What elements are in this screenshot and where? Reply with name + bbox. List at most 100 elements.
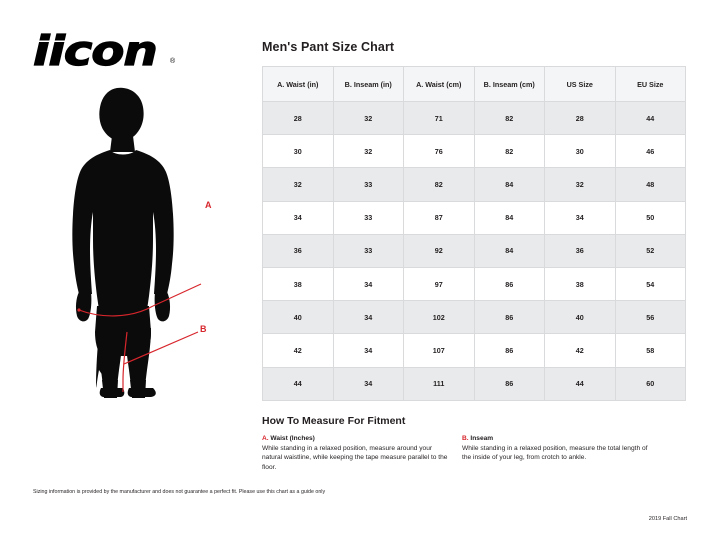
table-cell: 34 xyxy=(332,333,404,368)
waist-measure-line xyxy=(77,283,202,317)
registered-trademark-mark: ® xyxy=(170,58,176,65)
table-cell: 34 xyxy=(332,266,404,302)
table-cell: 32 xyxy=(544,167,616,202)
table-cell: 86 xyxy=(473,300,545,335)
measure-description: While standing in a relaxed position, me… xyxy=(262,444,448,471)
table-body: 28 32 71 82 28 44 30 32 76 82 30 46 32 33 82 84 32 48 34 33… xyxy=(262,100,686,401)
table-cell: 102 xyxy=(403,300,475,335)
measure-description: While standing in a relaxed position, me… xyxy=(462,444,648,462)
table-row: 38 34 97 86 38 54 xyxy=(262,266,686,302)
table-row: 36 33 92 84 36 52 xyxy=(262,233,686,268)
table-cell: 54 xyxy=(614,266,686,302)
table-header-row: A. Waist (in) B. Inseam (in) A. Waist (cm)… xyxy=(262,66,686,102)
table-cell: 42 xyxy=(544,333,616,368)
table-cell: 32 xyxy=(332,100,404,136)
column-header: B. Inseam (cm) xyxy=(473,66,545,102)
table-cell: 84 xyxy=(473,200,545,235)
inseam-measure-line xyxy=(122,331,199,392)
how-to-measure-section: How To Measure For Fitment A. Waist (Inc… xyxy=(262,415,686,473)
measure-letter: B. xyxy=(462,434,469,442)
table-cell: 50 xyxy=(614,200,686,235)
table-cell: 40 xyxy=(544,300,616,335)
measure-instruction-heading: A. Waist (Inches) xyxy=(262,435,448,442)
table-cell: 34 xyxy=(332,366,404,401)
table-row: 40 34 102 86 40 56 xyxy=(262,300,686,335)
table-cell: 92 xyxy=(403,233,475,268)
measure-instruction: B. Inseam While standing in a relaxed pos… xyxy=(462,435,662,473)
table-cell: 76 xyxy=(403,134,475,169)
column-header: US Size xyxy=(544,66,616,102)
table-cell: 48 xyxy=(614,167,686,202)
size-chart-table: A. Waist (in) B. Inseam (in) A. Waist (cm)… xyxy=(262,66,686,401)
table-row: 28 32 71 82 28 44 xyxy=(262,100,686,136)
chart-panel: Men's Pant Size Chart A. Waist (in) B. In… xyxy=(262,40,686,472)
column-header: EU Size xyxy=(614,66,686,102)
table-cell: 86 xyxy=(473,366,545,401)
table-cell: 30 xyxy=(544,134,616,169)
disclaimer-text: Sizing information is provided by the ma… xyxy=(33,489,326,495)
table-cell: 82 xyxy=(473,100,545,136)
table-cell: 30 xyxy=(262,134,334,169)
table-cell: 34 xyxy=(332,300,404,335)
measure-letter: A. xyxy=(262,434,269,442)
table-cell: 44 xyxy=(614,100,686,136)
measure-name: Waist (Inches) xyxy=(268,434,315,442)
table-cell: 38 xyxy=(262,266,334,302)
table-cell: 52 xyxy=(614,233,686,268)
male-silhouette-illustration xyxy=(72,87,202,398)
table-cell: 36 xyxy=(544,233,616,268)
brand-wordmark: iicon xyxy=(32,27,158,75)
measurement-figure: A B xyxy=(55,80,245,405)
table-cell: 33 xyxy=(332,167,404,202)
table-cell: 32 xyxy=(332,134,404,169)
table-cell: 56 xyxy=(614,300,686,335)
brand-logo: iicon ® xyxy=(32,27,178,74)
table-cell: 84 xyxy=(473,233,545,268)
figure-label-b: B xyxy=(200,324,207,334)
table-header: A. Waist (in) B. Inseam (in) A. Waist (cm)… xyxy=(262,66,686,102)
table-cell: 28 xyxy=(544,100,616,136)
table-cell: 33 xyxy=(332,233,404,268)
table-cell: 84 xyxy=(473,167,545,202)
table-cell: 36 xyxy=(262,233,334,268)
table-cell: 71 xyxy=(403,100,475,136)
table-row: 42 34 107 86 42 58 xyxy=(262,333,686,368)
table-cell: 82 xyxy=(403,167,475,202)
table-cell: 82 xyxy=(473,134,545,169)
table-cell: 40 xyxy=(262,300,334,335)
table-cell: 86 xyxy=(473,266,545,302)
table-cell: 32 xyxy=(262,167,334,202)
table-cell: 60 xyxy=(614,366,686,401)
table-row: 34 33 87 84 34 50 xyxy=(262,200,686,235)
table-row: 32 33 82 84 32 48 xyxy=(262,167,686,202)
table-cell: 87 xyxy=(403,200,475,235)
table-cell: 34 xyxy=(544,200,616,235)
table-cell: 58 xyxy=(614,333,686,368)
edition-label: 2019 Fall Chart xyxy=(648,516,687,522)
table-row: 44 34 111 86 44 60 xyxy=(262,366,686,401)
table-cell: 44 xyxy=(262,366,334,401)
table-cell: 28 xyxy=(262,100,334,136)
how-to-measure-title: How To Measure For Fitment xyxy=(262,414,406,427)
how-to-measure-columns: A. Waist (Inches) While standing in a rel… xyxy=(262,435,686,473)
table-cell: 42 xyxy=(262,333,334,368)
column-header: B. Inseam (in) xyxy=(332,66,404,102)
table-cell: 107 xyxy=(403,333,475,368)
column-header: A. Waist (in) xyxy=(262,66,334,102)
measure-instruction-heading: B. Inseam xyxy=(462,435,648,442)
table-cell: 44 xyxy=(544,366,616,401)
figure-label-a: A xyxy=(205,200,212,210)
page-title: Men's Pant Size Chart xyxy=(262,40,395,54)
table-cell: 46 xyxy=(614,134,686,169)
measure-instruction: A. Waist (Inches) While standing in a rel… xyxy=(262,435,462,473)
table-cell: 38 xyxy=(544,266,616,302)
table-cell: 34 xyxy=(262,200,334,235)
table-cell: 97 xyxy=(403,266,475,302)
measure-name: Inseam xyxy=(468,434,494,442)
table-cell: 33 xyxy=(332,200,404,235)
silhouette-body xyxy=(72,87,174,398)
column-header: A. Waist (cm) xyxy=(403,66,475,102)
table-cell: 86 xyxy=(473,333,545,368)
table-cell: 111 xyxy=(403,366,475,401)
table-row: 30 32 76 82 30 46 xyxy=(262,134,686,169)
